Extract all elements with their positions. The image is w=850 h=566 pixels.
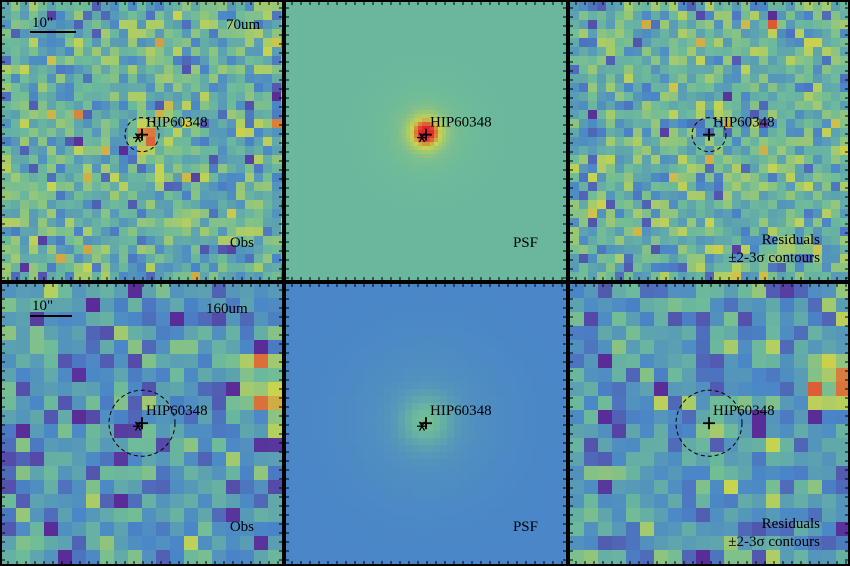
star-marker: [133, 133, 143, 143]
source-label: HIP60348: [713, 115, 775, 131]
band-label: 70um: [226, 17, 261, 33]
position-marker: [703, 417, 715, 430]
scale-bar: 10": [30, 298, 72, 317]
source-label: HIP60348: [146, 403, 208, 419]
star-marker: [133, 421, 143, 431]
panel-70um-obs: HIP60348 10" 70um Obs: [0, 0, 284, 282]
pixel-map: [570, 284, 848, 564]
axis-ticks: [286, 284, 566, 564]
pixel-map: [286, 2, 566, 280]
panel-caption: PSF: [513, 519, 538, 535]
source-label: HIP60348: [713, 403, 775, 419]
star-marker: [417, 421, 427, 431]
axis-ticks: [570, 284, 848, 564]
scale-bar-label: 10": [32, 15, 53, 31]
source-label: HIP60348: [146, 115, 208, 131]
panel-caption-contours: ±2-3σ contours: [728, 250, 820, 266]
band-label: 160um: [206, 301, 248, 317]
panel-caption: Residuals: [762, 516, 820, 532]
aperture-circle: [108, 389, 176, 457]
axis-ticks: [2, 2, 282, 280]
panel-caption-contours: ±2-3σ contours: [728, 534, 820, 550]
pixel-map: [2, 284, 282, 564]
panel-caption: PSF: [513, 235, 538, 251]
star-marker: [417, 133, 427, 143]
position-marker: [420, 128, 432, 141]
pixel-map: [570, 2, 848, 280]
aperture-circle: [124, 117, 160, 153]
panel-160um-residuals: HIP60348 Residuals ±2-3σ contours: [568, 282, 850, 566]
panel-70um-residuals: HIP60348 Residuals ±2-3σ contours: [568, 0, 850, 282]
axis-ticks: [2, 284, 282, 564]
panel-caption: Residuals: [762, 232, 820, 248]
position-marker: [420, 417, 432, 430]
source-label: HIP60348: [430, 115, 492, 131]
position-marker: [136, 417, 148, 430]
pixel-map: [2, 2, 282, 280]
source-label: HIP60348: [430, 403, 492, 419]
aperture-circle: [675, 389, 743, 457]
panel-caption: Obs: [230, 519, 254, 535]
scale-bar-label: 10": [32, 298, 53, 314]
axis-ticks: [286, 2, 566, 280]
position-marker: [703, 128, 715, 141]
panel-160um-obs: HIP60348 10" 160um Obs: [0, 282, 284, 566]
panel-caption: Obs: [230, 235, 254, 251]
panel-70um-psf: HIP60348 PSF: [284, 0, 568, 282]
aperture-circle: [691, 117, 727, 153]
pixel-map: [286, 284, 566, 564]
panel-160um-psf: HIP60348 PSF: [284, 282, 568, 566]
scale-bar: 10": [30, 15, 76, 33]
axis-ticks: [570, 2, 848, 280]
position-marker: [136, 128, 148, 141]
